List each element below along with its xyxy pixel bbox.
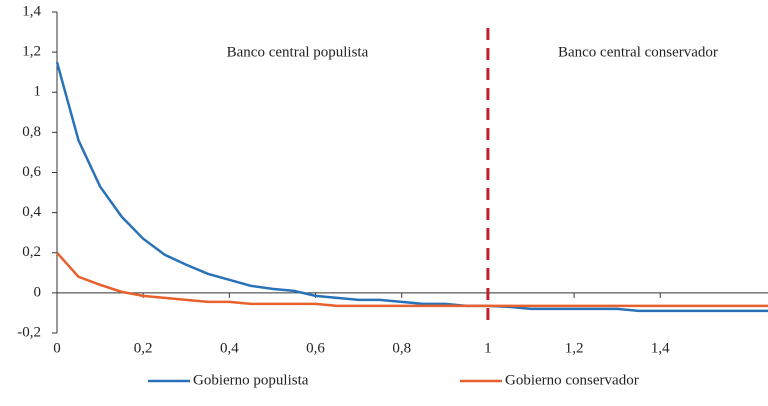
x-tick-label: 1: [484, 340, 492, 356]
x-tick-label: 0,8: [392, 340, 411, 356]
x-tick-label: 1,2: [565, 340, 584, 356]
x-tick-label: 0,6: [306, 340, 325, 356]
y-tick-label: 1: [34, 84, 42, 100]
y-tick-label: 1,2: [22, 44, 41, 60]
y-tick-label: 0,2: [22, 244, 41, 260]
y-tick-label: 1,4: [22, 3, 41, 19]
annotation: Banco central populista: [227, 44, 369, 60]
y-tick-label: -0,2: [17, 324, 41, 340]
x-tick-label: 0,2: [134, 340, 153, 356]
legend-label: Gobierno populista: [193, 372, 309, 388]
annotation: Banco central conservador: [558, 44, 718, 60]
y-tick-label: 0,4: [22, 204, 41, 220]
line-series: [56, 251, 768, 308]
x-tick-label: 0: [53, 340, 61, 356]
line-series: [55, 61, 768, 313]
y-tick-label: 0,6: [22, 164, 41, 180]
y-tick-label: 0,8: [22, 124, 41, 140]
x-tick-label: 1,4: [651, 340, 670, 356]
legend-label: Gobierno conservador: [505, 372, 639, 388]
x-tick-label: 0,4: [220, 340, 239, 356]
y-tick-label: 0: [34, 284, 42, 300]
